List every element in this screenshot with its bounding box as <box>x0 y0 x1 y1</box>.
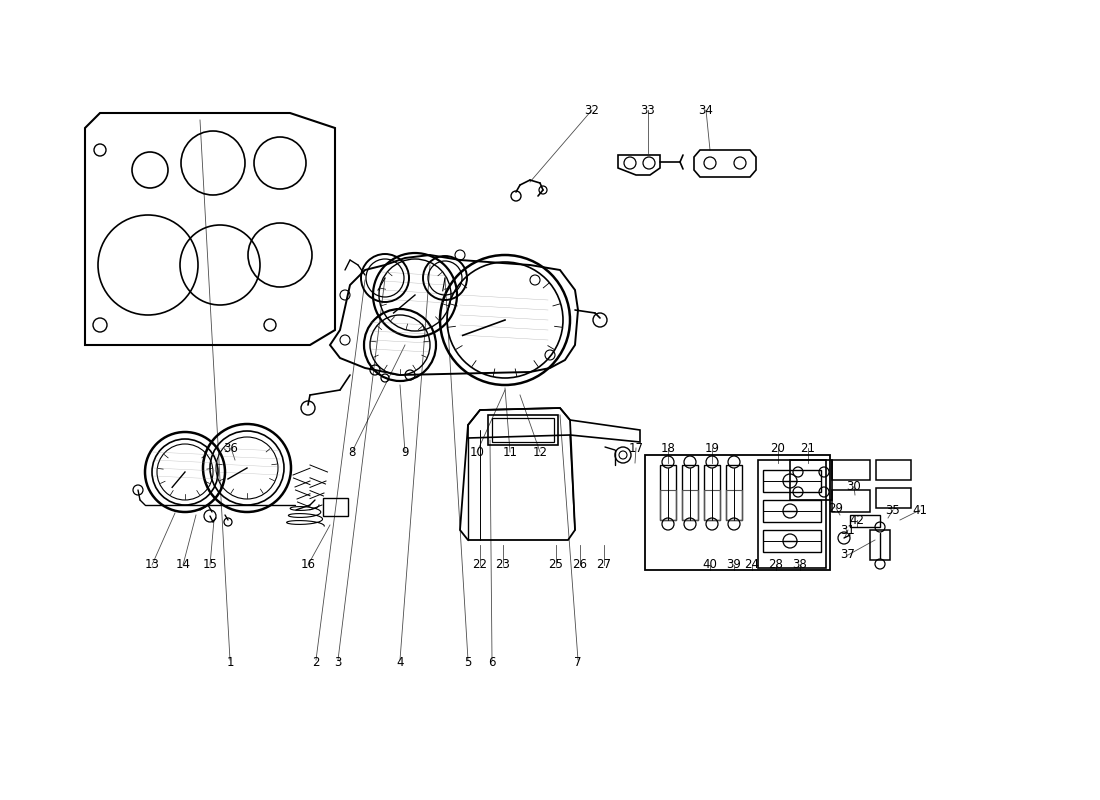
Text: 30: 30 <box>847 481 861 494</box>
Bar <box>876 460 911 480</box>
Text: 40: 40 <box>703 558 717 571</box>
Text: 18: 18 <box>661 442 675 454</box>
Text: 37: 37 <box>840 549 856 562</box>
Text: 8: 8 <box>349 446 355 458</box>
Text: 2: 2 <box>312 655 320 669</box>
Text: 22: 22 <box>473 558 487 571</box>
Text: 38: 38 <box>793 558 807 571</box>
Bar <box>492 418 554 442</box>
Bar <box>832 460 870 480</box>
Text: 26: 26 <box>572 558 587 571</box>
Text: 1: 1 <box>227 655 233 669</box>
Text: 19: 19 <box>704 442 719 454</box>
Text: 3: 3 <box>334 655 342 669</box>
Bar <box>876 488 911 508</box>
Text: 42: 42 <box>849 514 865 526</box>
Bar <box>763 470 821 492</box>
Text: 6: 6 <box>488 655 496 669</box>
Bar <box>660 490 676 520</box>
Text: 17: 17 <box>628 442 643 454</box>
Bar <box>645 455 830 570</box>
Text: 31: 31 <box>840 523 856 537</box>
Bar <box>660 465 676 520</box>
Bar <box>850 515 880 527</box>
Bar <box>763 530 821 552</box>
Text: 5: 5 <box>464 655 472 669</box>
Text: 9: 9 <box>402 446 409 458</box>
Text: 39: 39 <box>727 558 741 571</box>
Bar <box>488 415 558 445</box>
Text: 7: 7 <box>574 655 582 669</box>
Bar <box>682 490 698 520</box>
Bar <box>870 530 890 560</box>
Text: 36: 36 <box>223 442 239 454</box>
Text: 20: 20 <box>771 442 785 454</box>
Bar <box>726 465 742 520</box>
Bar <box>832 490 870 512</box>
Text: 15: 15 <box>202 558 218 571</box>
Text: 24: 24 <box>745 558 759 571</box>
Text: 14: 14 <box>176 558 190 571</box>
Text: 35: 35 <box>886 503 901 517</box>
Bar <box>704 490 720 520</box>
Bar <box>682 465 698 520</box>
Text: 10: 10 <box>470 446 484 458</box>
Text: 32: 32 <box>584 103 600 117</box>
Text: 34: 34 <box>698 103 714 117</box>
Text: 29: 29 <box>828 502 844 514</box>
Text: 28: 28 <box>769 558 783 571</box>
Bar <box>763 500 821 522</box>
Text: 11: 11 <box>503 446 517 458</box>
Bar <box>790 460 832 500</box>
Text: 13: 13 <box>144 558 159 571</box>
Text: 33: 33 <box>640 103 656 117</box>
Text: 12: 12 <box>532 446 548 458</box>
Text: 4: 4 <box>396 655 404 669</box>
Text: 21: 21 <box>801 442 815 454</box>
Text: 16: 16 <box>300 558 316 571</box>
Bar <box>726 490 742 520</box>
Text: 23: 23 <box>496 558 510 571</box>
Bar <box>323 498 348 516</box>
Text: 27: 27 <box>596 558 612 571</box>
Text: 25: 25 <box>549 558 563 571</box>
Bar <box>704 465 720 520</box>
Text: 41: 41 <box>913 503 927 517</box>
Bar <box>758 460 826 568</box>
